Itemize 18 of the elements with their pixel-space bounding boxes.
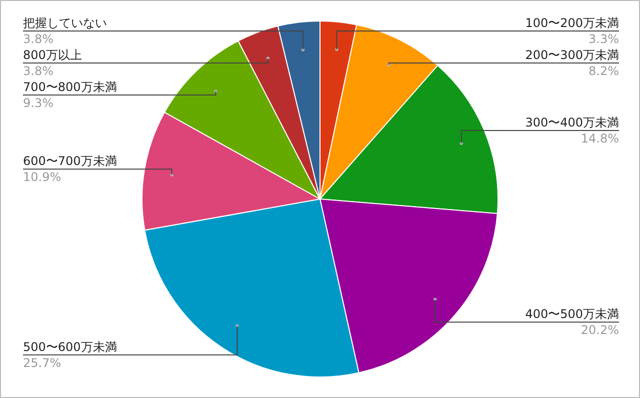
slice-label: 200〜300万未満 <box>525 48 619 62</box>
slice-label: 500〜600万未満 <box>23 340 117 354</box>
slice-label: 400〜500万未満 <box>525 307 619 322</box>
data-label: 14.8% <box>580 131 619 146</box>
data-label: 8.2% <box>588 64 619 78</box>
slice-label: 700〜800万未満 <box>23 80 117 94</box>
slice-label: 300〜400万未満 <box>525 115 619 130</box>
slice-label: 把握していない <box>23 16 107 30</box>
data-label: 9.3% <box>23 96 54 110</box>
data-label: 3.8% <box>23 64 54 78</box>
data-label: 20.2% <box>580 323 619 338</box>
slice-label: 100〜200万未満 <box>525 16 619 30</box>
slice-label: 600〜700万未満 <box>23 154 117 168</box>
data-label: 25.7% <box>23 356 62 370</box>
data-label: 10.9% <box>23 170 62 184</box>
data-label: 3.3% <box>588 32 619 46</box>
data-label: 3.8% <box>23 32 54 46</box>
slice-label: 800万以上 <box>23 48 82 62</box>
